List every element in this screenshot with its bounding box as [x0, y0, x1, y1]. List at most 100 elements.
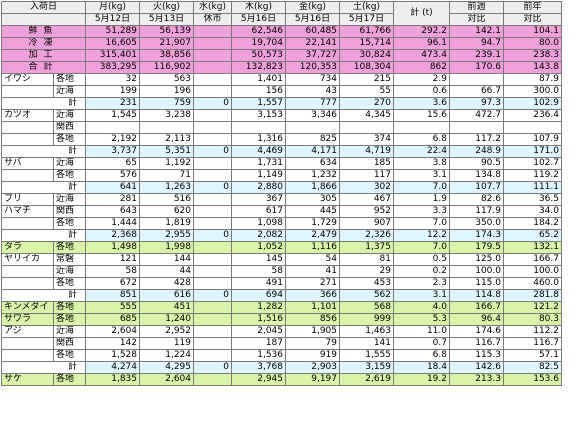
region-name: 各地 [53, 133, 86, 146]
subtotal-value: 562 [339, 289, 394, 302]
cell-value [503, 121, 562, 134]
summary-value: 15,714 [339, 37, 394, 50]
cell-value: 2,113 [139, 133, 194, 146]
subtotal-value: 107.7 [449, 181, 504, 194]
cell-value [193, 337, 232, 350]
summary-value: 80.0 [503, 37, 562, 50]
cell-value: 71 [139, 169, 194, 182]
cell-value [85, 121, 140, 134]
cell-value [285, 121, 340, 134]
region-name: 各地 [53, 301, 86, 314]
region-name: 各地 [53, 241, 86, 254]
header-top-left: 入荷日 [1, 1, 86, 14]
subtotal-value: 4,719 [339, 145, 394, 158]
cell-value: 179.5 [449, 241, 504, 254]
header-day: 金(kg) [285, 1, 340, 14]
table-row: ブリ 近海 281 516 367 305 467 1.9 82.6 36.5 [1, 193, 562, 206]
header-day: 火(kg) [139, 1, 194, 14]
cell-value [193, 265, 232, 278]
cell-value: 856 [285, 313, 340, 326]
cell-value: 1,375 [339, 241, 394, 254]
species-name: カツオ [1, 109, 54, 122]
summary-value: 292.2 [393, 25, 450, 38]
subtotal-row: 計 4,274 4,295 0 3,768 2,903 3,159 18.4 142.6 82.5 [1, 361, 562, 374]
region-name: 関西 [53, 205, 86, 218]
market-arrivals-table: 入荷日 月(kg) 火(kg) 水(kg) 木(kg) 金(kg) 土(kg) 計 (t) 前週… [1, 1, 562, 386]
cell-value: 80.3 [503, 313, 562, 326]
summary-value: 56,139 [139, 25, 194, 38]
cell-value [193, 85, 232, 98]
cell-value: 734 [285, 73, 340, 86]
subtotal-value: 2,880 [231, 181, 286, 194]
species-name: サケ [1, 373, 54, 386]
cell-value: 1,240 [139, 313, 194, 326]
cell-value: 119 [139, 337, 194, 350]
cell-value: 350.0 [449, 217, 504, 230]
cell-value: 1,192 [139, 157, 194, 170]
summary-value: 116,902 [139, 61, 194, 74]
table-row: 近海 58 44 58 41 29 0.2 100.0 100.0 [1, 265, 562, 278]
cell-value: 1,545 [85, 109, 140, 122]
cell-value: 213.3 [449, 373, 504, 386]
subtotal-value: 0 [193, 229, 232, 242]
cell-value: 1,116 [285, 241, 340, 254]
summary-value: 143.8 [503, 61, 562, 74]
species-name [1, 337, 54, 350]
header-prev-year-ratio: 対比 [503, 13, 562, 26]
cell-value: 907 [339, 217, 394, 230]
species-name [1, 217, 54, 230]
subtotal-value: 3,768 [231, 361, 286, 374]
species-name: アジ [1, 325, 54, 338]
subtotal-value: 0 [193, 361, 232, 374]
cell-value: 1,536 [231, 349, 286, 362]
cell-value: 145 [231, 253, 286, 266]
species-name [1, 85, 54, 98]
summary-value: 60,485 [285, 25, 340, 38]
species-name: タラ [1, 241, 54, 254]
cell-value: 55 [339, 85, 394, 98]
cell-value: 1,052 [231, 241, 286, 254]
summary-label: 合計 [1, 61, 86, 74]
summary-value: 238.3 [503, 49, 562, 62]
cell-value: 6.8 [393, 349, 450, 362]
cell-value [231, 121, 286, 134]
species-name: キンメダイ [1, 301, 54, 314]
cell-value: 919 [285, 349, 340, 362]
cell-value: 196 [139, 85, 194, 98]
region-name: 近海 [53, 325, 86, 338]
cell-value: 141 [339, 337, 394, 350]
cell-value: 134.8 [449, 169, 504, 182]
cell-value: 374 [339, 133, 394, 146]
cell-value: 685 [85, 313, 140, 326]
cell-value [193, 349, 232, 362]
subtotal-value: 0 [193, 181, 232, 194]
table-row: サバ 近海 65 1,192 1,731 634 185 3.8 90.5 102.7 [1, 157, 562, 170]
cell-value [449, 121, 504, 134]
cell-value: 144 [139, 253, 194, 266]
species-name: サバ [1, 157, 54, 170]
cell-value [339, 121, 394, 134]
region-name: 各地 [53, 169, 86, 182]
subtotal-value: 694 [231, 289, 286, 302]
subtotal-value: 759 [139, 97, 194, 110]
cell-value: 271 [285, 277, 340, 290]
cell-value: 445 [285, 205, 340, 218]
cell-value: 1,729 [285, 217, 340, 230]
cell-value: 187 [231, 337, 286, 350]
table-row: 各地 1,528 1,224 1,536 919 1,555 6.8 115.3 57.1 [1, 349, 562, 362]
subtotal-value: 12.2 [393, 229, 450, 242]
cell-value: 428 [139, 277, 194, 290]
subtotal-label: 計 [1, 361, 86, 374]
subtotal-row: 計 641 1,263 0 2,880 1,866 302 7.0 107.7 111.1 [1, 181, 562, 194]
cell-value: 460.0 [503, 277, 562, 290]
species-name [1, 169, 54, 182]
region-name: 各地 [53, 277, 86, 290]
cell-value: 43 [285, 85, 340, 98]
subtotal-value: 1,866 [285, 181, 340, 194]
summary-value: 96.1 [393, 37, 450, 50]
cell-value: 142 [85, 337, 140, 350]
cell-value: 576 [85, 169, 140, 182]
cell-value: 2,952 [139, 325, 194, 338]
summary-value [193, 61, 232, 74]
subtotal-value: 3.1 [393, 289, 450, 302]
